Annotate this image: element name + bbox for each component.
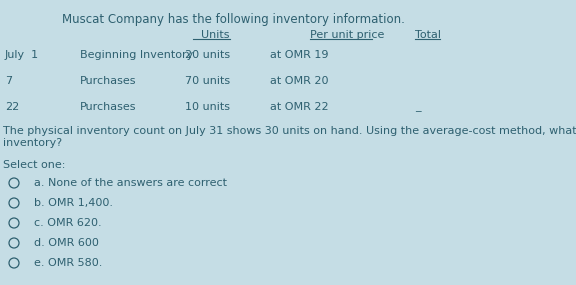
- Text: at OMR 20: at OMR 20: [270, 76, 328, 86]
- Text: The physical inventory count on July 31 shows 30 units on hand. Using the averag: The physical inventory count on July 31 …: [3, 126, 576, 136]
- Text: 22: 22: [5, 102, 19, 112]
- Text: a. None of the answers are correct: a. None of the answers are correct: [34, 178, 227, 188]
- Text: Purchases: Purchases: [80, 102, 137, 112]
- Text: e. OMR 580.: e. OMR 580.: [34, 258, 103, 268]
- Text: Total: Total: [415, 30, 441, 40]
- Text: d. OMR 600: d. OMR 600: [34, 238, 99, 248]
- Text: c. OMR 620.: c. OMR 620.: [34, 218, 101, 228]
- Text: July  1: July 1: [5, 50, 39, 60]
- Text: Beginning Inventory: Beginning Inventory: [80, 50, 194, 60]
- Text: Units: Units: [202, 30, 230, 40]
- Text: _: _: [415, 102, 420, 112]
- Text: Purchases: Purchases: [80, 76, 137, 86]
- Text: at OMR 22: at OMR 22: [270, 102, 329, 112]
- Text: 7: 7: [5, 76, 12, 86]
- Text: Per unit price: Per unit price: [310, 30, 384, 40]
- Text: at OMR 19: at OMR 19: [270, 50, 328, 60]
- Text: 70 units: 70 units: [185, 76, 230, 86]
- Text: b. OMR 1,400.: b. OMR 1,400.: [34, 198, 113, 208]
- Text: 10 units: 10 units: [185, 102, 230, 112]
- Text: 20 units: 20 units: [185, 50, 230, 60]
- Text: Muscat Company has the following inventory information.: Muscat Company has the following invento…: [62, 13, 405, 26]
- Text: Select one:: Select one:: [3, 160, 65, 170]
- Text: inventory?: inventory?: [3, 138, 62, 148]
